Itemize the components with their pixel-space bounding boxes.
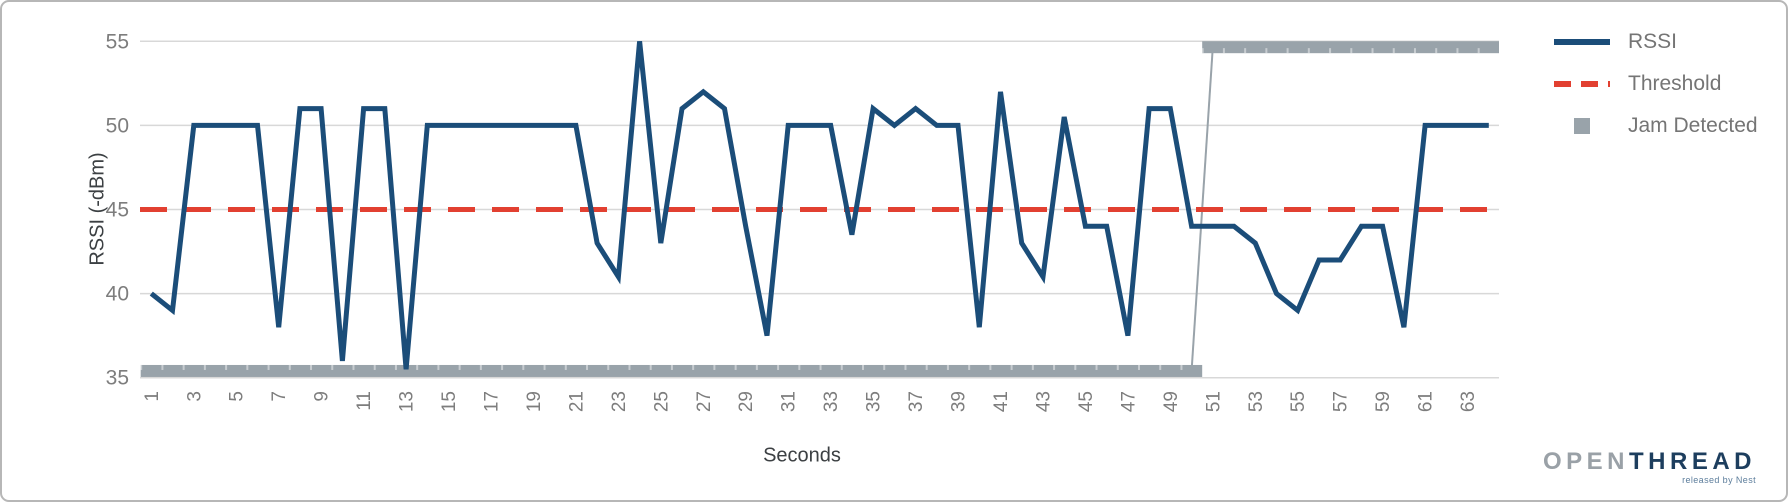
x-tick-label: 25 bbox=[651, 391, 672, 412]
threshold-dash-swatch bbox=[1554, 81, 1610, 87]
x-tick-label: 15 bbox=[439, 391, 460, 412]
legend-label-threshold: Threshold bbox=[1628, 72, 1722, 95]
logo-released-by-nest: released by Nest bbox=[1682, 475, 1756, 485]
legend-item-jam: Jam Detected bbox=[1554, 114, 1758, 137]
jam-square-swatch bbox=[1554, 118, 1610, 134]
legend-label-rssi: RSSI bbox=[1628, 30, 1678, 53]
x-tick-label: 51 bbox=[1203, 391, 1224, 412]
x-tick-label: 45 bbox=[1076, 391, 1097, 412]
x-tick-label: 9 bbox=[312, 391, 333, 402]
x-tick-label: 17 bbox=[481, 391, 502, 412]
y-tick-label: 45 bbox=[106, 199, 129, 222]
x-tick-label: 41 bbox=[991, 391, 1012, 412]
jam-band-high bbox=[1202, 41, 1499, 54]
x-tick-label: 33 bbox=[821, 391, 842, 412]
x-tick-label: 61 bbox=[1416, 391, 1437, 412]
x-axis-title: Seconds bbox=[763, 444, 841, 467]
x-tick-label: 37 bbox=[906, 391, 927, 412]
openthread-wordmark: OPENTHREAD bbox=[1543, 450, 1756, 474]
y-tick-label: 50 bbox=[106, 114, 129, 137]
x-tick-label: 11 bbox=[354, 391, 375, 411]
x-tick-label: 27 bbox=[694, 391, 715, 412]
y-tick-label: 35 bbox=[106, 367, 129, 390]
x-tick-label: 3 bbox=[184, 391, 205, 402]
legend-label-jam: Jam Detected bbox=[1628, 114, 1758, 137]
x-tick-label: 55 bbox=[1288, 391, 1309, 412]
x-tick-label: 5 bbox=[227, 391, 248, 402]
x-tick-label: 53 bbox=[1246, 391, 1267, 412]
y-tick-label: 40 bbox=[106, 283, 129, 306]
x-tick-label: 43 bbox=[1033, 391, 1054, 412]
x-tick-label: 19 bbox=[524, 391, 545, 412]
legend-item-rssi: RSSI bbox=[1554, 30, 1758, 53]
x-tick-label: 1 bbox=[142, 391, 163, 402]
legend-item-threshold: Threshold bbox=[1554, 72, 1758, 95]
x-tick-label: 29 bbox=[736, 391, 757, 412]
legend: RSSI Threshold Jam Detected bbox=[1554, 30, 1758, 160]
rssi-line-swatch bbox=[1554, 39, 1610, 45]
openthread-logo: OPENTHREAD released by Nest bbox=[1543, 450, 1756, 485]
rssi-line bbox=[149, 41, 1489, 370]
x-tick-label: 59 bbox=[1373, 391, 1394, 412]
x-tick-label: 57 bbox=[1331, 391, 1352, 412]
x-tick-label: 21 bbox=[566, 391, 587, 412]
x-tick-label: 23 bbox=[609, 391, 630, 412]
x-tick-label: 47 bbox=[1118, 391, 1139, 412]
x-tick-label: 31 bbox=[779, 391, 800, 412]
y-axis-title: RSSI (-dBm) bbox=[86, 152, 109, 266]
logo-open-text: OPEN bbox=[1542, 448, 1629, 475]
x-tick-label: 13 bbox=[397, 391, 418, 412]
y-tick-label: 55 bbox=[106, 30, 129, 53]
x-tick-label: 35 bbox=[864, 391, 885, 412]
x-tick-label: 49 bbox=[1161, 391, 1182, 412]
x-tick-label: 39 bbox=[949, 391, 970, 412]
x-tick-label: 63 bbox=[1458, 391, 1479, 412]
logo-thread-text: THREAD bbox=[1629, 448, 1756, 475]
x-tick-label: 7 bbox=[269, 391, 290, 402]
